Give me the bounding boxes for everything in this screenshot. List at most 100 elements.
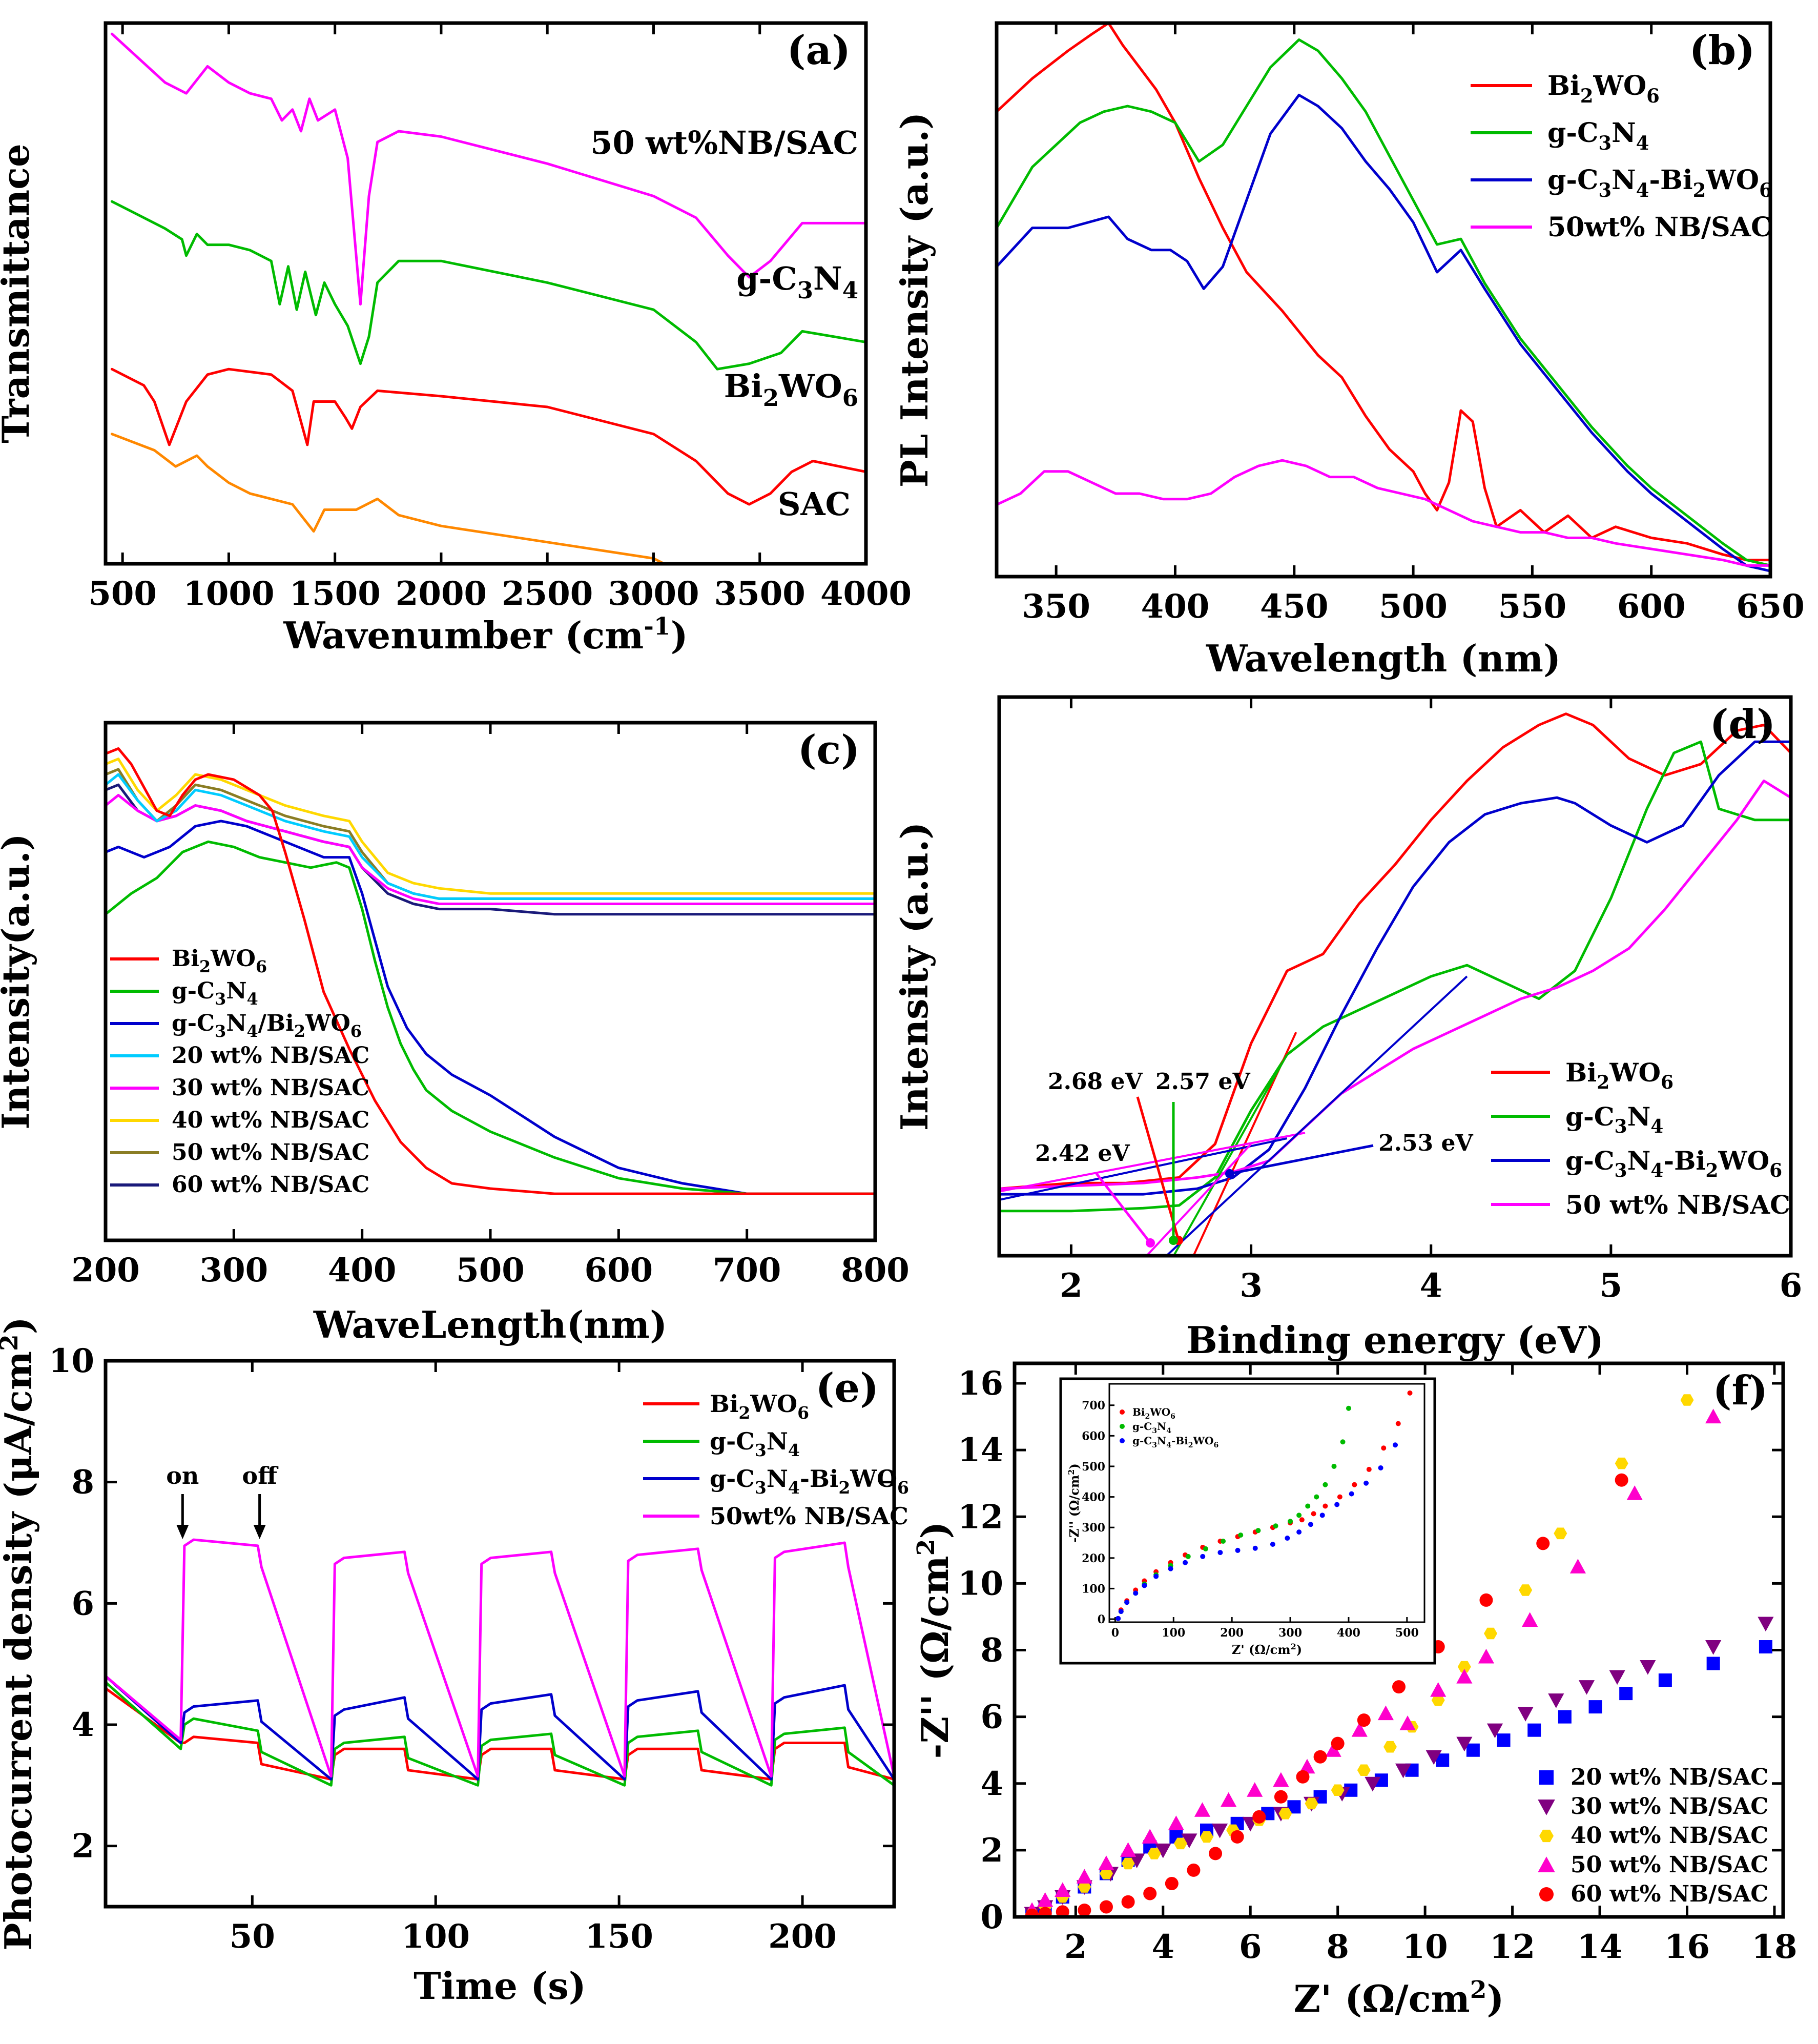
series-line-g-C3N4 [106, 840, 875, 1195]
data-point-triangle-down [1758, 1617, 1774, 1632]
series-line-50 wt% NB/SAC [999, 780, 1791, 1190]
inset-y-tick-label: 500 [1082, 1460, 1105, 1474]
inset-x-axis-label: Z' (Ω/cm2) [1232, 1642, 1302, 1657]
x-axis-label: Time (s) [414, 1964, 586, 2008]
data-point-triangle-up [1456, 1668, 1473, 1684]
tangent-line [999, 1137, 1288, 1201]
inset-data-point [1349, 1491, 1354, 1497]
y-tick-label: 12 [958, 1498, 1003, 1536]
x-tick-label: 400 [1141, 587, 1210, 626]
inset-data-point [1133, 1590, 1139, 1596]
legend-label: 50wt% NB/SAC [710, 1502, 908, 1530]
x-tick-label: 4 [1419, 1266, 1442, 1305]
data-point-hexagon [1680, 1394, 1694, 1406]
x-tick-label: 2 [1060, 1266, 1083, 1305]
plot-area [106, 747, 875, 1195]
inset-data-point [1270, 1541, 1275, 1547]
annotation-label: 2.42 eV [1035, 1140, 1130, 1167]
y-tick-label: 4 [980, 1765, 1003, 1803]
inset-data-point [1153, 1573, 1159, 1579]
data-point-circle [1536, 1537, 1550, 1550]
data-point-square [1706, 1657, 1720, 1670]
inset-data-point [1285, 1536, 1290, 1541]
inset-legend-marker [1120, 1438, 1125, 1443]
y-tick-label: 10 [958, 1564, 1003, 1603]
data-point-triangle-up [1522, 1612, 1538, 1627]
x-tick-label: 400 [328, 1251, 397, 1290]
x-tick-label: 3 [1239, 1266, 1263, 1305]
x-tick-label: 350 [1022, 587, 1090, 626]
inset-data-point [1378, 1465, 1383, 1470]
x-tick-label: 550 [1498, 587, 1567, 626]
data-point-triangle-up [1142, 1829, 1158, 1844]
data-point-hexagon [1200, 1831, 1213, 1843]
inset-data-point [1305, 1503, 1311, 1509]
data-point-square [1759, 1640, 1772, 1654]
inset-data-point [1314, 1494, 1319, 1500]
x-tick-label: 1000 [183, 575, 274, 613]
data-point-triangle-up [1626, 1485, 1643, 1500]
inset-x-tick-label: 500 [1395, 1626, 1419, 1640]
on-off-label: off [242, 1462, 279, 1489]
plot-area [999, 712, 1791, 1256]
series-line-50wt% NB/SAC [106, 1538, 894, 1778]
annotation-arrow [1096, 1173, 1151, 1244]
series-line-SAC [110, 433, 667, 564]
inset-data-point [1340, 1439, 1346, 1445]
arrowhead-icon [253, 1525, 266, 1539]
series-line-g-C3N4-Bi2WO6 [999, 740, 1791, 1196]
data-point-hexagon [1078, 1881, 1091, 1893]
panel-c: 200 300 400 500 600 700 800 (c) WaveLength(nm) In… [0, 721, 910, 1346]
x-tick-label: 1500 [290, 575, 381, 613]
inset-data-point [1185, 1554, 1191, 1559]
data-point-triangle-up [1377, 1705, 1394, 1721]
inset-y-axis-label: -Z'' (Ω/cm2) [1066, 1463, 1082, 1543]
panel-label: (e) [816, 1365, 879, 1412]
axes-frame [104, 1359, 896, 1909]
annotation-arrowhead [1146, 1238, 1155, 1248]
data-point-circle [1274, 1790, 1288, 1804]
data-point-hexagon [1615, 1457, 1628, 1469]
x-axis-label: Wavelength (nm) [1206, 637, 1561, 680]
annotation-label: 2.68 eV [1048, 1069, 1143, 1095]
series-line-Bi2WO6 [997, 23, 1770, 562]
series-line-Bi2WO6 [110, 367, 866, 506]
x-tick-label: 10 [1402, 1928, 1448, 1966]
data-point-hexagon [1357, 1764, 1371, 1776]
legend-label: 40 wt% NB/SAC [172, 1107, 369, 1133]
series-line-g-C3N4 [110, 200, 866, 371]
inset-x-tick-label: 400 [1337, 1626, 1360, 1640]
x-tick-label: 5 [1600, 1266, 1623, 1305]
data-point-triangle-down [1517, 1707, 1534, 1722]
inset-data-point [1296, 1512, 1302, 1518]
inset-data-point [1235, 1547, 1241, 1553]
annotation-arrow [1229, 1144, 1374, 1175]
x-tick-label: 4000 [820, 575, 912, 613]
y-tick-label: 8 [71, 1463, 94, 1502]
y-tick-label: 0 [980, 1898, 1003, 1936]
data-point-circle [1615, 1473, 1628, 1487]
plot-area [1024, 1394, 1774, 1917]
data-point-circle [1121, 1895, 1135, 1909]
inset-legend-marker [1120, 1424, 1125, 1429]
y-tick-label: 6 [980, 1698, 1003, 1736]
data-point-triangle-down [1155, 1843, 1171, 1858]
inset-data-point [1200, 1554, 1206, 1559]
legend-label: g-C3N4 [1565, 1101, 1663, 1137]
data-point-square [1527, 1723, 1541, 1737]
data-point-triangle-down [1456, 1736, 1473, 1752]
series-line-g-C3N4 [997, 38, 1770, 567]
inset-data-point [1124, 1600, 1130, 1605]
x-axis-label: WaveLength(nm) [313, 1303, 667, 1346]
inset-data-point [1238, 1532, 1244, 1538]
inset-data-point [1319, 1512, 1325, 1518]
data-point-triangle-down [1705, 1640, 1722, 1655]
inset-data-point [1221, 1539, 1226, 1544]
legend-label: 30 wt% NB/SAC [172, 1075, 369, 1101]
axes-frame [997, 695, 1793, 1258]
inset-data-point [1311, 1511, 1316, 1517]
panel-label: (c) [798, 727, 860, 773]
data-point-triangle-down [1426, 1750, 1442, 1765]
plot-area [110, 32, 866, 564]
data-point-triangle-up [1120, 1842, 1137, 1857]
